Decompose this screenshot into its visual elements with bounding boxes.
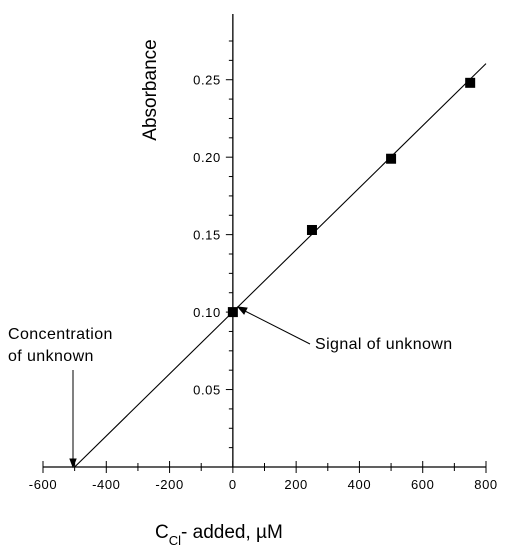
y-tick-label: 0.20: [193, 150, 221, 165]
x-tick-label: -600: [29, 477, 57, 492]
signal-arrowhead: [236, 306, 248, 315]
y-tick-label: 0.05: [193, 383, 221, 398]
data-point: [227, 307, 238, 318]
x-axis-title: CCl- added, µM: [155, 522, 283, 548]
x-axis-title-main: C: [155, 522, 169, 543]
x-tick-label: 0: [229, 477, 237, 492]
x-tick-label: 600: [411, 477, 435, 492]
x-axis-title-sub: Cl: [169, 533, 181, 548]
fit-line-group: [74, 63, 487, 468]
y-axis-title: Absorbance: [140, 39, 161, 140]
data-point: [386, 153, 397, 164]
y-tick-label: 0.10: [193, 305, 221, 320]
x-tick-label: 200: [284, 477, 308, 492]
annotation-signal: Signal of unknown: [315, 336, 453, 353]
x-tick-label: -200: [155, 477, 183, 492]
axes: [43, 14, 486, 468]
x-tick-label: -400: [92, 477, 120, 492]
tick-labels: -600 -400 -200 0 200 400 600 800 0.05 0.10 0.15 0.2…: [29, 73, 498, 492]
y-tick-label: 0.25: [193, 73, 221, 88]
ticks: [42, 40, 487, 473]
data-point: [306, 224, 317, 235]
concentration-arrowhead: [69, 458, 77, 469]
x-tick-label: 400: [348, 477, 372, 492]
annotation-concentration-line2: of unknown: [8, 348, 94, 365]
fit-line: [74, 63, 487, 468]
signal-arrow: [242, 309, 311, 345]
data-points: [227, 77, 476, 318]
annotation-arrows: [69, 306, 311, 469]
x-tick-label: 800: [474, 477, 498, 492]
annotation-concentration-line1: Concentration: [8, 326, 113, 343]
y-tick-label: 0.15: [193, 228, 221, 243]
x-axis-title-rest: - added, µM: [181, 522, 283, 543]
data-point: [465, 77, 476, 88]
